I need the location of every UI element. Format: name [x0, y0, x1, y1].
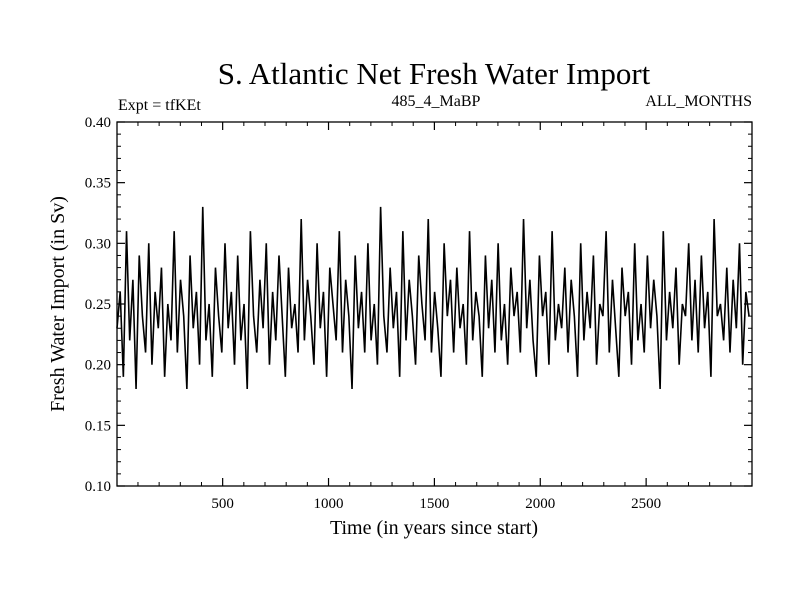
y-tick-label: 0.30: [85, 236, 111, 252]
y-tick-label: 0.15: [85, 418, 111, 434]
series-line-0: [116, 206, 750, 389]
chart-subtitle-left: Expt = tfKEt: [118, 97, 201, 114]
x-tick-label: 500: [211, 496, 234, 512]
y-tick-label: 0.40: [85, 115, 111, 131]
y-axis: 0.10 0.15 0.20 0.25 0.30 0.35 0.40: [85, 115, 752, 495]
x-tick-label: 1500: [419, 496, 449, 512]
chart-title: S. Atlantic Net Fresh Water Import: [218, 56, 651, 91]
x-axis-label: Time (in years since start): [330, 517, 538, 539]
x-tick-label: 2000: [525, 496, 555, 512]
chart-subtitle-center: 485_4_MaBP: [392, 93, 481, 110]
y-axis-label: Fresh Water Import (in Sv): [47, 196, 69, 412]
y-tick-label: 0.20: [85, 358, 111, 374]
chart-subtitle-right: ALL_MONTHS: [645, 93, 752, 110]
x-tick-label: 2500: [631, 496, 661, 512]
series-line-group: [116, 206, 750, 389]
y-tick-label: 0.35: [85, 176, 111, 192]
y-tick-label: 0.25: [85, 297, 111, 313]
x-axis: 500 1000 1500 2000 2500: [137, 122, 732, 512]
x-tick-label: 1000: [314, 496, 344, 512]
y-tick-label: 0.10: [85, 479, 111, 495]
